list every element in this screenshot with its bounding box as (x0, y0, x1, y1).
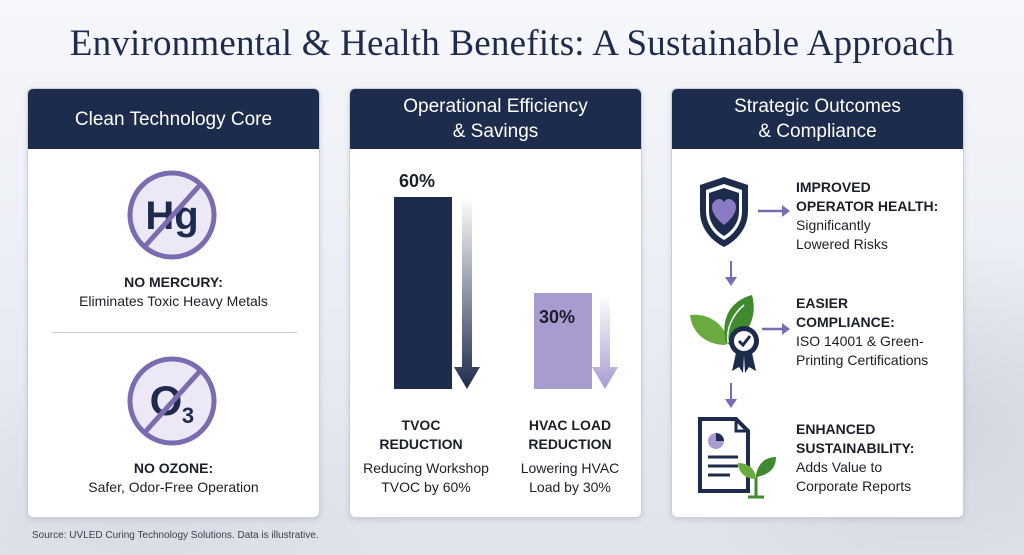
source-note: Source: UVLED Curing Technology Solution… (32, 530, 319, 541)
hvac-description: Lowering HVAC Load by 30% (500, 459, 640, 497)
hvac-desc-2: Load by 30% (529, 479, 611, 495)
reduction-bar-chart: 60% 30% (394, 171, 618, 389)
sustainability-desc-1: Adds Value to (796, 459, 883, 475)
compliance-title-1: EASIER (796, 295, 849, 311)
operational-efficiency-panel: Operational Efficiency & Savings 60% 30% … (349, 88, 642, 518)
sustainability-desc-2: Corporate Reports (796, 478, 912, 494)
panel-header-line: & Compliance (758, 121, 877, 142)
no-ozone-desc: Safer, Odor-Free Operation (88, 479, 259, 495)
no-mercury-label: NO MERCURY: (124, 274, 223, 290)
hvac-down-arrow-icon (592, 295, 618, 389)
tvoc-desc-1: Reducing Workshop (363, 460, 489, 476)
panel-header: Strategic Outcomes & Compliance (672, 89, 963, 149)
compliance-desc-1: ISO 14001 & Green- (796, 333, 924, 349)
hvac-title-1: HVAC LOAD (528, 417, 612, 433)
hvac-title-2: REDUCTION (528, 436, 612, 452)
hvac-value-label: 30% (539, 307, 575, 327)
panel-header-line: Operational Efficiency (403, 96, 588, 117)
sustainability-title-2: SUSTAINABILITY: (796, 440, 915, 456)
tvoc-value-label: 60% (399, 171, 435, 191)
tvoc-bar (394, 197, 452, 389)
shield-heart-icon (700, 177, 790, 247)
operator-health-text: IMPROVED OPERATOR HEALTH: Significantly … (796, 178, 961, 254)
panel-header: Operational Efficiency & Savings (350, 89, 641, 149)
leaf-badge-icon (690, 295, 790, 373)
compliance-title-2: COMPLIANCE: (796, 314, 895, 330)
panel-header-line: Clean Technology Core (74, 108, 273, 130)
operator-health-title-1: IMPROVED (796, 179, 871, 195)
sustainability-title-1: ENHANCED (796, 421, 876, 437)
no-mercury-caption: NO MERCURY: Eliminates Toxic Heavy Metal… (28, 273, 319, 311)
tvoc-desc-2: TVOC by 60% (381, 479, 471, 495)
no-ozone-label: NO OZONE: (133, 460, 214, 476)
no-ozone-caption: NO OZONE: Safer, Odor-Free Operation (28, 459, 319, 497)
ozone-symbol: O (150, 377, 183, 424)
clean-technology-panel: Clean Technology Core Hg NO MERCURY: Eli… (27, 88, 320, 518)
tvoc-label: TVOC REDUCTION (366, 416, 476, 454)
divider (52, 332, 297, 333)
no-mercury-desc: Eliminates Toxic Heavy Metals (79, 293, 268, 309)
compliance-desc-2: Printing Certifications (796, 352, 929, 368)
panel-header-line: & Savings (452, 121, 539, 142)
report-plant-icon (698, 417, 776, 499)
down-arrow-icon (725, 383, 737, 408)
operator-health-title-2: OPERATOR HEALTH: (796, 198, 939, 214)
tvoc-description: Reducing Workshop TVOC by 60% (351, 459, 501, 497)
down-arrow-icon (725, 261, 737, 286)
ozone-subscript: 3 (182, 403, 194, 428)
hvac-desc-1: Lowering HVAC (520, 460, 620, 476)
panel-header-line: Strategic Outcomes (734, 96, 901, 117)
tvoc-title-2: REDUCTION (379, 436, 463, 452)
sustainability-text: ENHANCED SUSTAINABILITY: Adds Value to C… (796, 420, 961, 496)
tvoc-down-arrow-icon (454, 197, 480, 389)
operator-health-desc-1: Significantly (796, 217, 871, 233)
hvac-bar (534, 293, 592, 389)
compliance-text: EASIER COMPLIANCE: ISO 14001 & Green- Pr… (796, 294, 961, 370)
operator-health-desc-2: Lowered Risks (796, 236, 888, 252)
strategic-outcomes-panel: Strategic Outcomes & Compliance IMPROVED… (671, 88, 964, 518)
page-title: Environmental & Health Benefits: A Susta… (69, 23, 955, 64)
no-mercury-icon: Hg (127, 170, 217, 260)
panel-header: Clean Technology Core (28, 89, 319, 149)
no-ozone-icon: O 3 (127, 356, 217, 446)
tvoc-title-1: TVOC (401, 417, 441, 433)
hvac-label: HVAC LOAD REDUCTION (510, 416, 630, 454)
